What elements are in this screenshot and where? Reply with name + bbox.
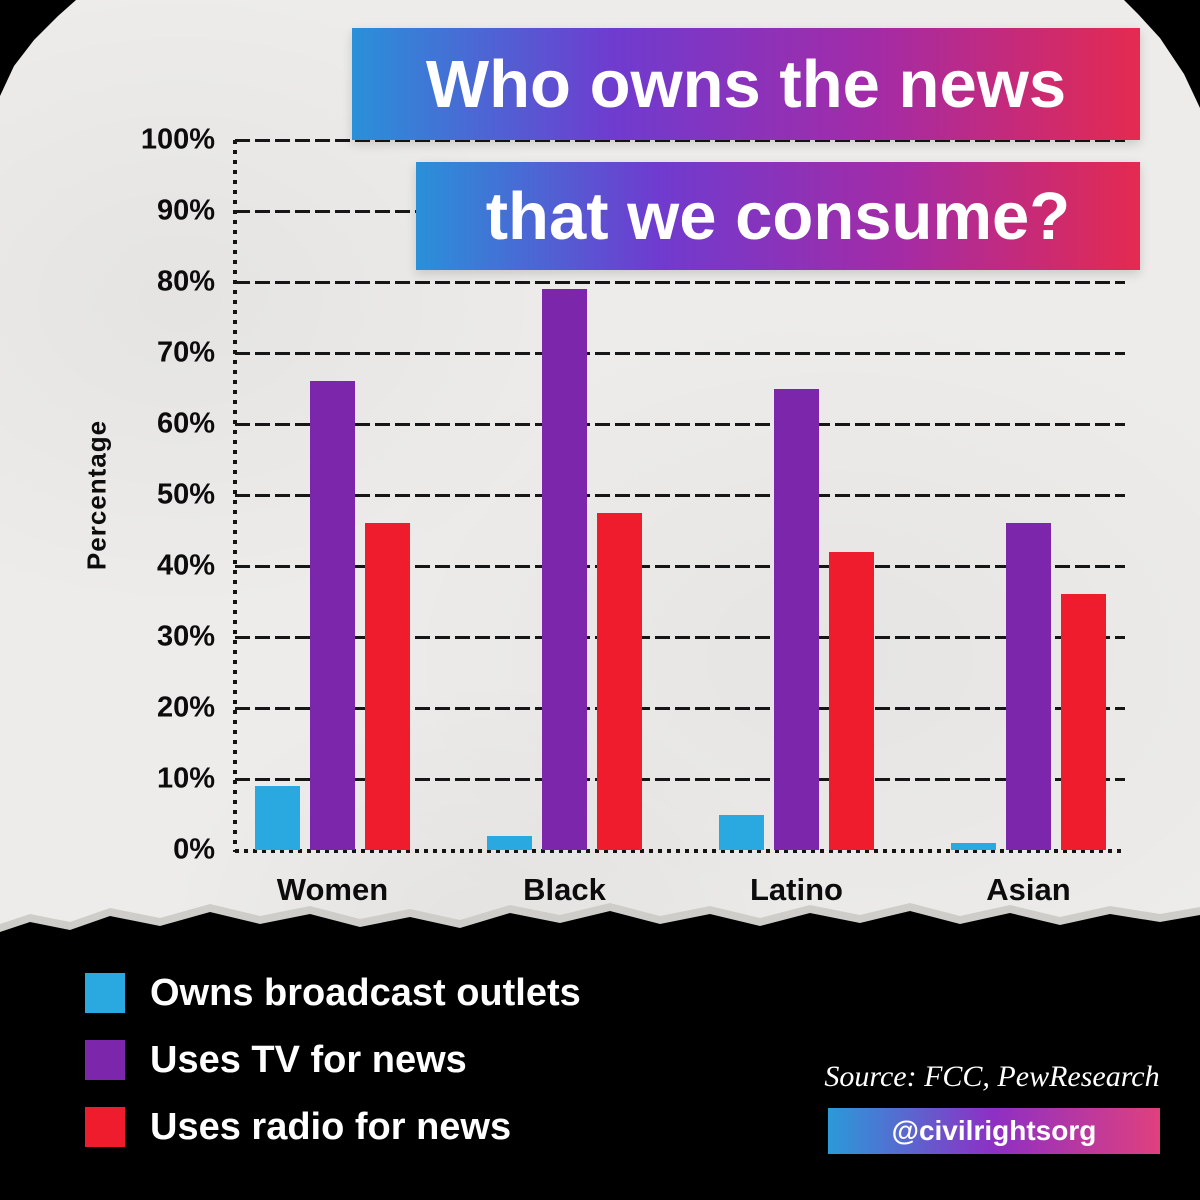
legend-swatch-purple <box>85 1040 125 1080</box>
bar-black-uses-radio-for-news <box>597 512 642 850</box>
torn-edge <box>0 903 1200 952</box>
bar-asian-uses-tv-for-news <box>1006 523 1051 850</box>
legend-swatch-blue <box>85 973 125 1013</box>
torn-corner-top-left <box>0 0 76 96</box>
y-tick-label-10: 10% <box>156 762 215 795</box>
bar-asian-uses-radio-for-news <box>1061 594 1106 850</box>
bar-group-asian <box>951 140 1106 850</box>
bar-group-women <box>255 140 410 850</box>
bar-group-latino <box>719 140 874 850</box>
bar-women-owns-broadcast-outlets <box>255 786 300 850</box>
title-banner-line1: Who owns the news <box>352 28 1140 140</box>
y-tick-label-0: 0% <box>173 833 215 866</box>
y-tick-label-20: 20% <box>156 691 215 724</box>
x-axis-label-black: Black <box>523 872 606 907</box>
bar-latino-uses-tv-for-news <box>774 388 819 850</box>
bar-black-owns-broadcast-outlets <box>487 835 532 850</box>
legend-label-tv-news: Uses TV for news <box>150 1038 467 1081</box>
bar-group-black <box>487 140 642 850</box>
gridline-100 <box>235 139 1125 142</box>
y-tick-label-90: 90% <box>156 194 215 227</box>
y-tick-label-100: 100% <box>140 123 215 156</box>
legend-item-owns-broadcast: Owns broadcast outlets <box>85 972 581 1014</box>
gridline-30 <box>235 636 1125 639</box>
y-tick-label-30: 30% <box>156 620 215 653</box>
legend-item-radio-news: Uses radio for news <box>85 1106 511 1148</box>
bar-latino-owns-broadcast-outlets <box>719 814 764 850</box>
title-text-line2: that we consume? <box>485 178 1071 254</box>
bar-women-uses-radio-for-news <box>365 523 410 850</box>
y-tick-label-60: 60% <box>156 407 215 440</box>
y-axis-ticks: 0% 10% 20% 30% 40% 50% 60% 70% 80% 90% 100% <box>85 124 215 866</box>
bar-asian-owns-broadcast-outlets <box>951 842 996 850</box>
legend-swatch-red <box>85 1107 125 1147</box>
handle-badge: @civilrightsorg <box>828 1108 1160 1154</box>
legend-label-owns-broadcast: Owns broadcast outlets <box>150 971 581 1014</box>
bar-black-uses-tv-for-news <box>542 289 587 850</box>
bar-latino-uses-radio-for-news <box>829 551 874 850</box>
gridline-50 <box>235 494 1125 497</box>
gridline-10 <box>235 778 1125 781</box>
plot-area <box>235 139 1125 853</box>
legend-item-tv-news: Uses TV for news <box>85 1039 467 1081</box>
y-tick-label-70: 70% <box>156 336 215 369</box>
handle-text: @civilrightsorg <box>891 1115 1097 1146</box>
bar-women-uses-tv-for-news <box>310 381 355 850</box>
x-axis-label-women: Women <box>276 872 389 907</box>
gridline-80 <box>235 281 1125 284</box>
y-tick-label-50: 50% <box>156 478 215 511</box>
torn-corner-top-right <box>1124 0 1200 108</box>
footer: Owns broadcast outlets Uses TV for news … <box>0 948 1200 1200</box>
gridline-20 <box>235 707 1125 710</box>
source-text: Source: FCC, PewResearch <box>824 1060 1160 1093</box>
gridline-40 <box>235 565 1125 568</box>
y-tick-label-40: 40% <box>156 549 215 582</box>
gridline-70 <box>235 352 1125 355</box>
y-tick-label-80: 80% <box>156 265 215 298</box>
gridline-60 <box>235 423 1125 426</box>
title-banner-line2: that we consume? <box>416 162 1140 270</box>
x-axis-label-asian: Asian <box>986 872 1071 907</box>
gridline-0 <box>235 849 1125 853</box>
title-text-line1: Who owns the news <box>425 46 1067 122</box>
x-axis-label-latino: Latino <box>750 872 843 907</box>
legend-label-radio-news: Uses radio for news <box>150 1105 512 1148</box>
